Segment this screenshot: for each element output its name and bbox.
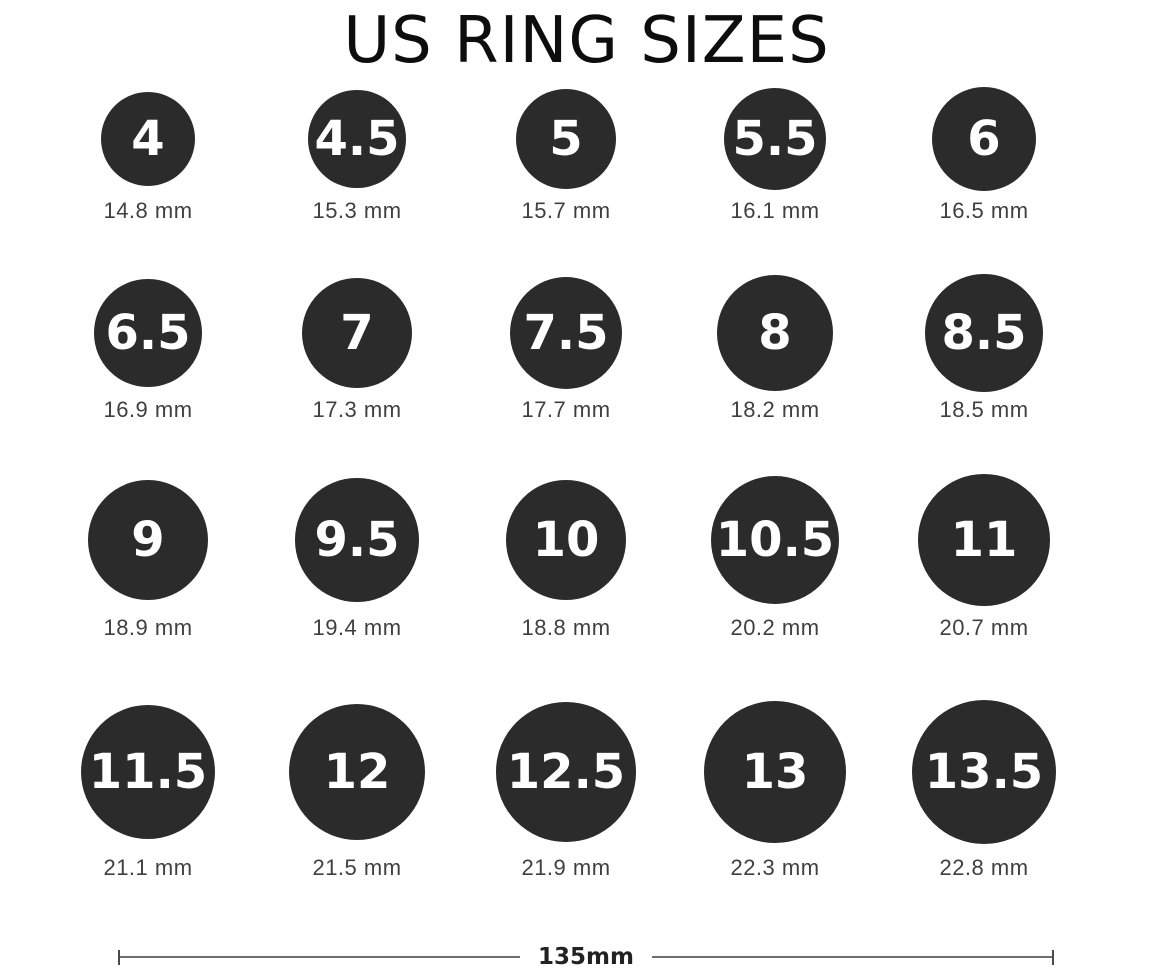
ring-size-label: 11.5	[88, 743, 208, 800]
ring-mm-label: 17.7 mm	[521, 397, 611, 422]
ring-size-label: 8.5	[941, 304, 1027, 361]
ring-mm-label: 19.4 mm	[312, 615, 402, 640]
ring-circle: 11	[918, 474, 1050, 606]
ring-circle: 4	[101, 92, 195, 186]
ring-size-label: 12.5	[506, 743, 626, 800]
ring-mm-label: 21.1 mm	[103, 855, 193, 880]
ring-mm-label: 20.7 mm	[939, 615, 1029, 640]
ring-mm-label: 15.7 mm	[521, 198, 611, 223]
ring-size-label: 10.5	[715, 511, 835, 568]
ring-circle: 5.5	[723, 87, 827, 191]
ring-size-label: 5.5	[732, 110, 818, 167]
ring-size-label: 9.5	[314, 511, 400, 568]
ring-circle: 10	[506, 480, 626, 600]
ring-size-label: 7	[340, 304, 374, 361]
ring-size-label: 8	[758, 304, 792, 361]
ring-circle: 9	[87, 479, 208, 600]
ring-mm-label: 17.3 mm	[312, 397, 402, 422]
ring-mm-label: 16.9 mm	[103, 397, 193, 422]
ring-size-label: 12	[323, 743, 391, 800]
ring-circle: 13.5	[911, 699, 1057, 845]
page-title: US RING SIZES	[343, 4, 830, 78]
ring-mm-label: 18.2 mm	[730, 397, 820, 422]
ring-mm-label: 20.2 mm	[730, 615, 820, 640]
ring-circle: 8	[717, 275, 833, 391]
ring-circle: 7.5	[509, 276, 623, 390]
ring-size-label: 6.5	[105, 304, 191, 361]
ring-size-label: 10	[532, 511, 600, 568]
ring-size-label: 7.5	[523, 304, 609, 361]
ring-size-label: 13	[741, 743, 809, 800]
ring-circle: 8.5	[925, 274, 1043, 392]
ring-size-label: 4.5	[314, 110, 400, 167]
ring-circle: 9.5	[295, 478, 419, 602]
ring-circle: 11.5	[81, 705, 215, 839]
scale-line-right	[651, 956, 1053, 958]
scale-line-left	[120, 956, 521, 958]
scale-tick-left	[118, 949, 120, 965]
ring-size-label: 4	[131, 110, 165, 167]
ring-mm-label: 14.8 mm	[103, 198, 193, 223]
ring-mm-label: 15.3 mm	[312, 198, 402, 223]
ring-mm-label: 22.3 mm	[730, 855, 820, 880]
ring-mm-label: 18.5 mm	[939, 397, 1029, 422]
ring-size-label: 11	[950, 511, 1018, 568]
ring-mm-label: 18.8 mm	[521, 615, 611, 640]
scale-tick-right	[1052, 949, 1055, 965]
ring-circle: 12.5	[496, 702, 636, 842]
ring-circle: 13	[704, 701, 846, 843]
ring-mm-label: 22.8 mm	[939, 855, 1029, 880]
ring-size-label: 13.5	[924, 743, 1044, 800]
ring-circle: 12	[288, 703, 426, 841]
ring-size-label: 5	[549, 110, 583, 167]
ring-mm-label: 16.1 mm	[730, 198, 820, 223]
ring-mm-label: 21.9 mm	[521, 855, 611, 880]
scale-label: 135mm	[538, 944, 634, 970]
ring-mm-label: 21.5 mm	[312, 855, 402, 880]
ring-circle: 10.5	[710, 475, 840, 605]
ring-circle: 4.5	[308, 90, 406, 188]
ring-circle: 6	[931, 86, 1037, 192]
ring-circle: 7	[302, 278, 412, 388]
ring-size-label: 9	[131, 511, 165, 568]
ring-mm-label: 18.9 mm	[103, 615, 193, 640]
ring-circle: 5	[516, 89, 616, 189]
ring-circle: 6.5	[94, 279, 202, 387]
ring-mm-label: 16.5 mm	[939, 198, 1029, 223]
scale-bar: 135mm	[118, 944, 1055, 970]
ring-size-label: 6	[967, 110, 1001, 167]
